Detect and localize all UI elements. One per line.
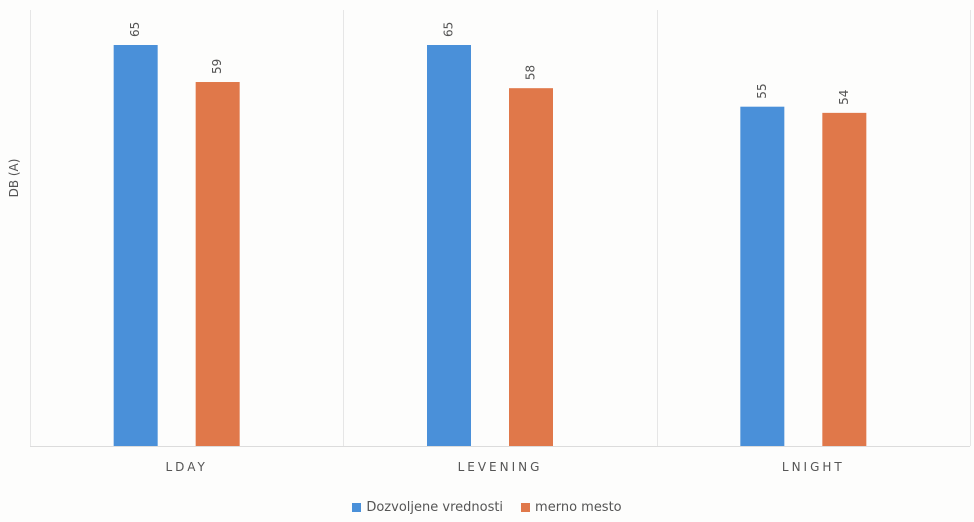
data-label: 65 [442,22,456,37]
bar [740,106,785,446]
bar [822,112,867,446]
bar [113,45,158,446]
data-label: 59 [210,59,224,74]
bar [427,45,471,446]
legend-label-dozvoljene: Dozvoljene vrednosti [366,500,504,515]
x-tick-label: LEVENING [458,460,543,474]
legend: Dozvoljene vrednosti merno mesto [0,500,974,515]
y-axis-label: DB (A) [7,159,21,198]
legend-item-dozvoljene: Dozvoljene vrednosti [352,500,503,515]
data-label: 55 [755,83,769,98]
x-tick-label: LDAY [166,460,208,474]
bar [509,88,553,446]
legend-swatch-merno-mesto [521,503,531,512]
data-label: 58 [524,65,538,80]
legend-label-merno-mesto: merno mesto [535,500,622,515]
x-tick-label: LNIGHT [782,460,845,474]
data-label: 65 [128,22,142,37]
legend-swatch-dozvoljene [352,503,362,512]
data-label: 54 [837,90,851,105]
bar [195,82,240,446]
legend-item-merno-mesto: merno mesto [521,500,622,515]
